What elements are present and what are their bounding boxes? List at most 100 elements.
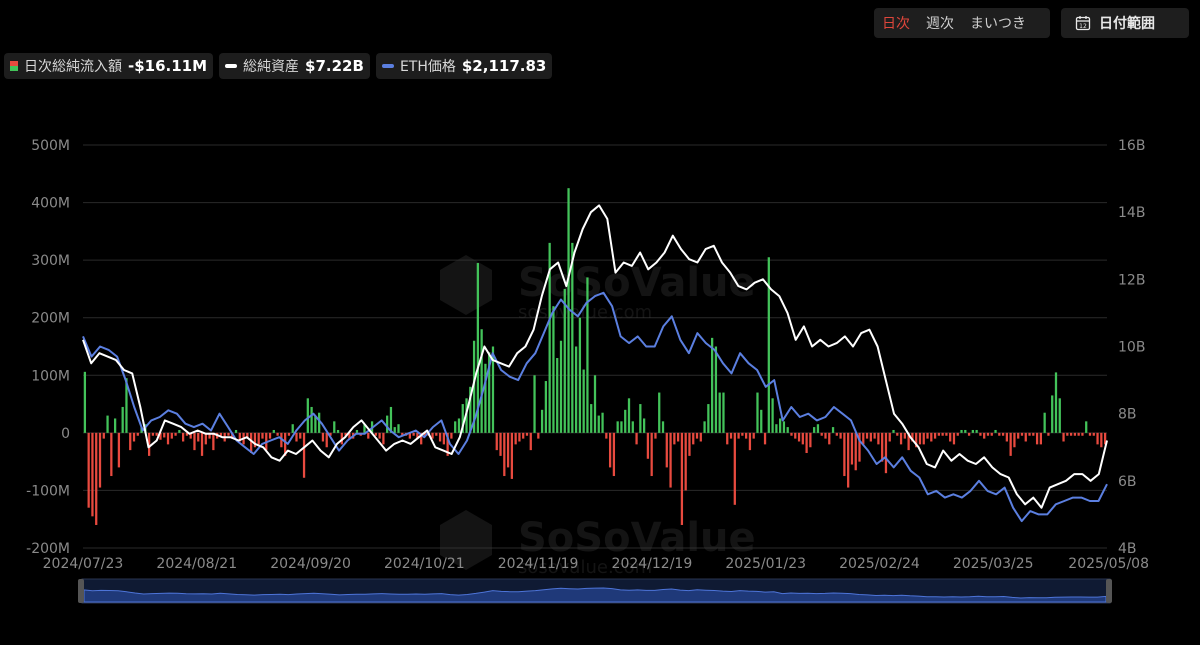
flow-bar [646, 432, 650, 459]
flow-bar [193, 432, 196, 451]
flow-bar [514, 432, 517, 445]
flow-bar [83, 371, 87, 433]
flow-bar [276, 432, 279, 436]
left-axis-ticks: 500M 400M 300M 200M 100M 0 -100M -200M [26, 138, 70, 557]
flow-bar [238, 432, 241, 442]
flow-bar [1066, 432, 1069, 436]
right-axis-tick-label: 4B [1118, 541, 1137, 557]
tab-monthly[interactable]: まいつき [970, 16, 1026, 32]
flow-bar [597, 415, 600, 433]
flow-bar [571, 242, 574, 433]
flow-bar [106, 415, 109, 433]
date-range-button[interactable]: 12 日付範囲 [1061, 8, 1189, 38]
flow-bar [567, 188, 570, 433]
flow-bar [839, 432, 842, 439]
flow-bar [805, 432, 808, 454]
flow-bar [718, 392, 721, 433]
flow-bar [964, 429, 967, 433]
flow-bar [306, 398, 309, 433]
flow-bar [284, 432, 287, 456]
flow-bar [813, 427, 816, 433]
flow-bar [1100, 432, 1103, 448]
flow-bar [620, 421, 623, 433]
flow-bar [775, 424, 778, 433]
range-navigator[interactable] [78, 578, 1112, 604]
flow-bar [1043, 412, 1046, 433]
flow-bar [287, 432, 291, 436]
flow-bar [540, 409, 544, 433]
flow-bar [491, 346, 495, 433]
flow-bar [937, 432, 940, 436]
flow-bar [665, 432, 668, 468]
flow-bar [582, 369, 585, 433]
eth-price-line [82, 291, 1108, 523]
flow-bar [1092, 432, 1095, 436]
legend-value: $2,117.83 [461, 57, 547, 75]
legend-value: -$16.11M [128, 57, 208, 75]
period-toggle-group: 日次 週次 まいつき [874, 8, 1050, 38]
flow-bar [669, 432, 672, 488]
right-axis-tick-label: 14B [1118, 205, 1145, 221]
chart-grid [83, 144, 1107, 549]
flow-bar [590, 404, 593, 433]
legend-item-total-net-assets[interactable]: 総純資産 $7.22B [219, 53, 370, 79]
flow-bar [631, 421, 634, 433]
flow-bar [684, 432, 687, 491]
flow-bar [389, 406, 393, 433]
x-axis-tick-label: 2025/03/25 [953, 556, 1034, 572]
flow-bar [552, 306, 555, 433]
line-series [82, 204, 1108, 523]
flow-bar [461, 404, 464, 433]
legend-swatch-white-line [225, 64, 238, 68]
flow-bar [703, 421, 706, 433]
flow-bar [752, 432, 755, 439]
flow-bar [250, 432, 253, 454]
flow-bar [170, 432, 173, 439]
flow-bar [253, 432, 257, 448]
flow-bar [1085, 421, 1088, 433]
flow-bar [314, 415, 317, 433]
flow-bar [544, 381, 548, 433]
flow-bar [737, 432, 740, 439]
tab-weekly[interactable]: 週次 [926, 16, 954, 32]
net-assets-line [82, 204, 1108, 509]
flow-bar [310, 406, 313, 433]
flow-bar [692, 432, 695, 445]
flow-bar [574, 346, 578, 433]
flow-bar [733, 432, 736, 505]
navigator-right-handle[interactable] [1106, 579, 1112, 603]
tab-daily[interactable]: 日次 [882, 16, 910, 32]
watermark-logo-icon [440, 255, 492, 315]
flow-bar [748, 432, 752, 451]
flow-bar [820, 432, 823, 436]
flow-bar [231, 432, 234, 439]
flow-bar [586, 277, 589, 433]
flow-bar [862, 432, 865, 445]
left-axis-tick-label: 500M [31, 138, 70, 154]
flow-bar [378, 432, 381, 439]
flow-bar [941, 432, 944, 436]
flow-bar [510, 432, 514, 479]
right-axis-ticks: 16B 14B 12B 10B 8B 6B 4B [1118, 138, 1145, 557]
flow-bar [450, 432, 453, 439]
flow-bar [166, 432, 170, 445]
flow-bar [824, 432, 827, 439]
legend-item-daily-net-inflow[interactable]: 日次総純流入額 -$16.11M [4, 53, 214, 79]
flow-bar [809, 432, 812, 448]
flow-bar [420, 432, 423, 445]
flow-bar [401, 432, 404, 436]
flow-bar [688, 432, 691, 456]
flow-bar [435, 432, 438, 436]
flow-bar [635, 432, 638, 445]
flow-bar [454, 421, 457, 433]
x-axis-tick-label: 2024/12/19 [612, 556, 693, 572]
bar-series [83, 188, 1107, 525]
right-axis-tick-label: 16B [1118, 138, 1145, 154]
flow-bar [295, 432, 298, 442]
legend-swatch-blue-line [381, 64, 394, 68]
navigator-left-handle[interactable] [78, 579, 84, 603]
flow-bar [329, 432, 332, 436]
flow-bar [155, 432, 158, 436]
flow-bar [1058, 398, 1061, 433]
legend-item-eth-price[interactable]: ETH価格 $2,117.83 [375, 53, 553, 79]
